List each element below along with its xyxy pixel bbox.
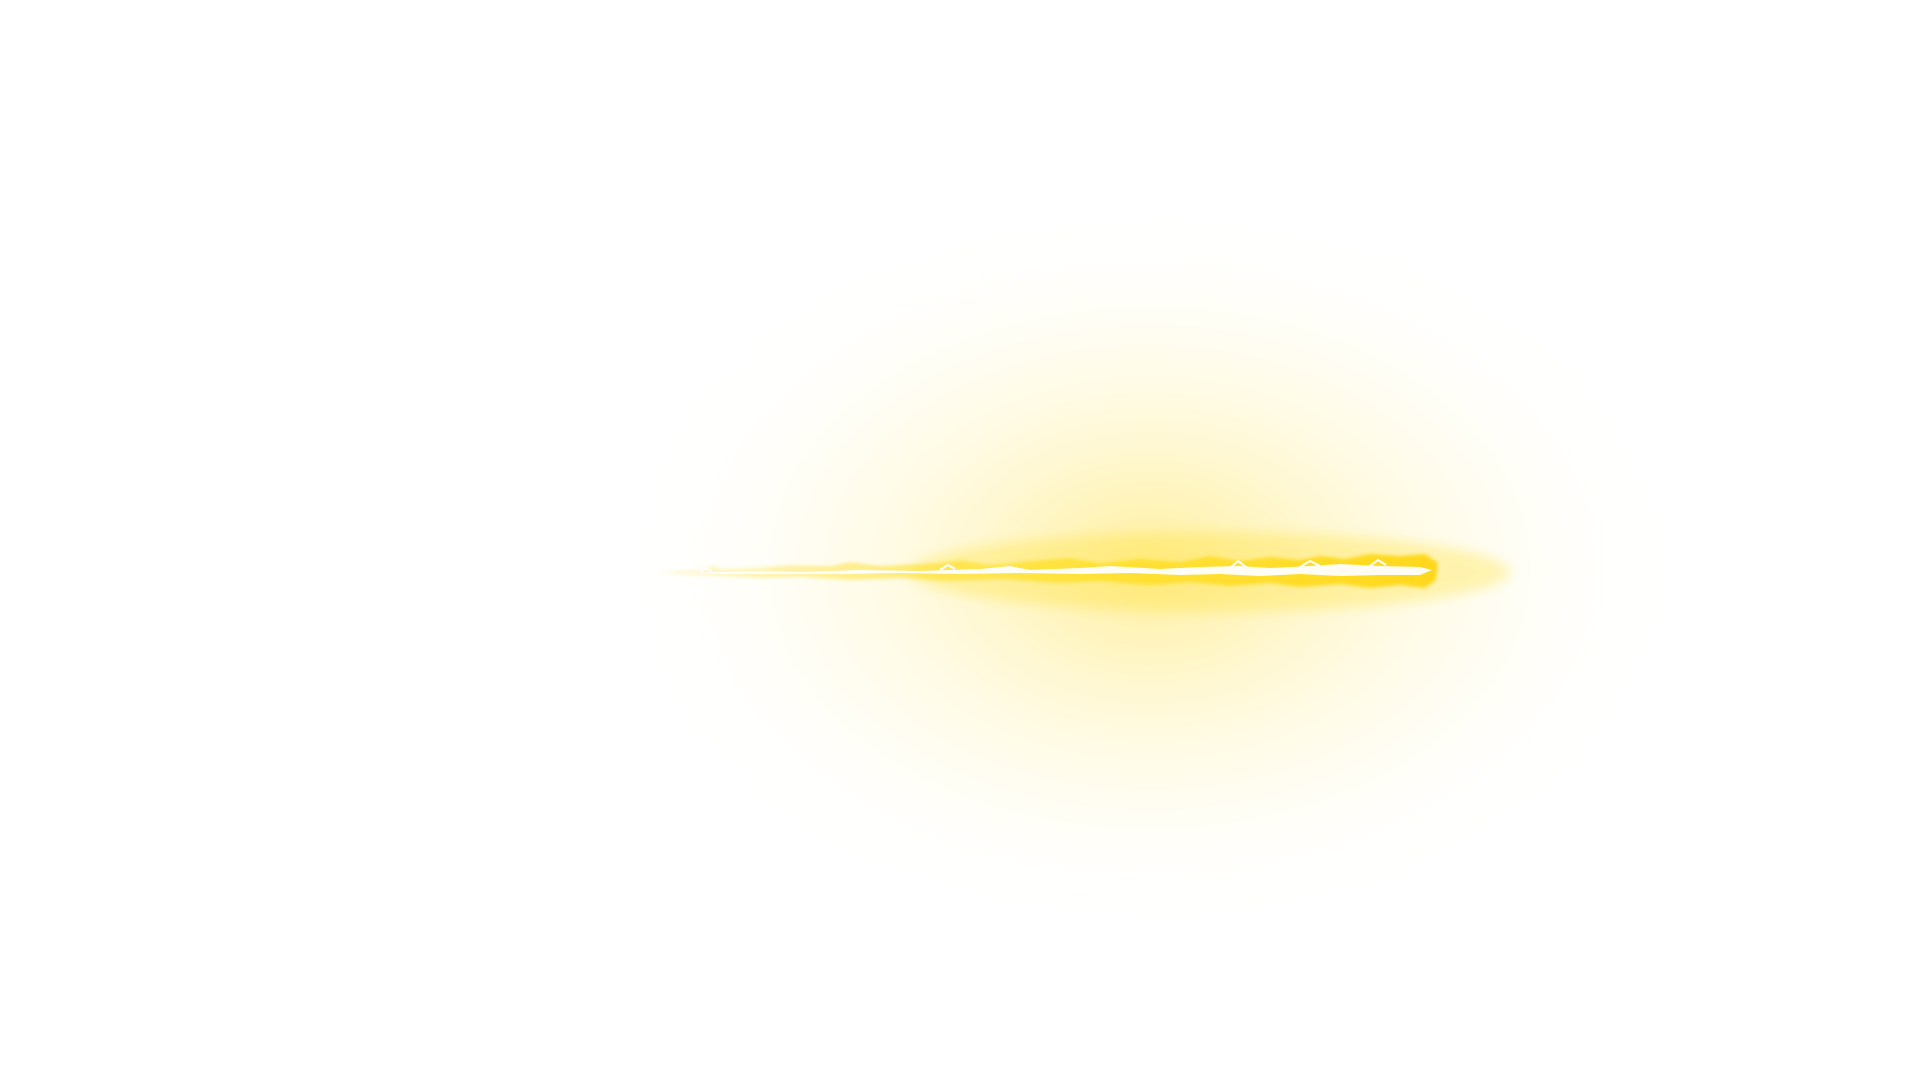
beam-sparks [699, 558, 1387, 573]
beam-core [680, 564, 1432, 576]
